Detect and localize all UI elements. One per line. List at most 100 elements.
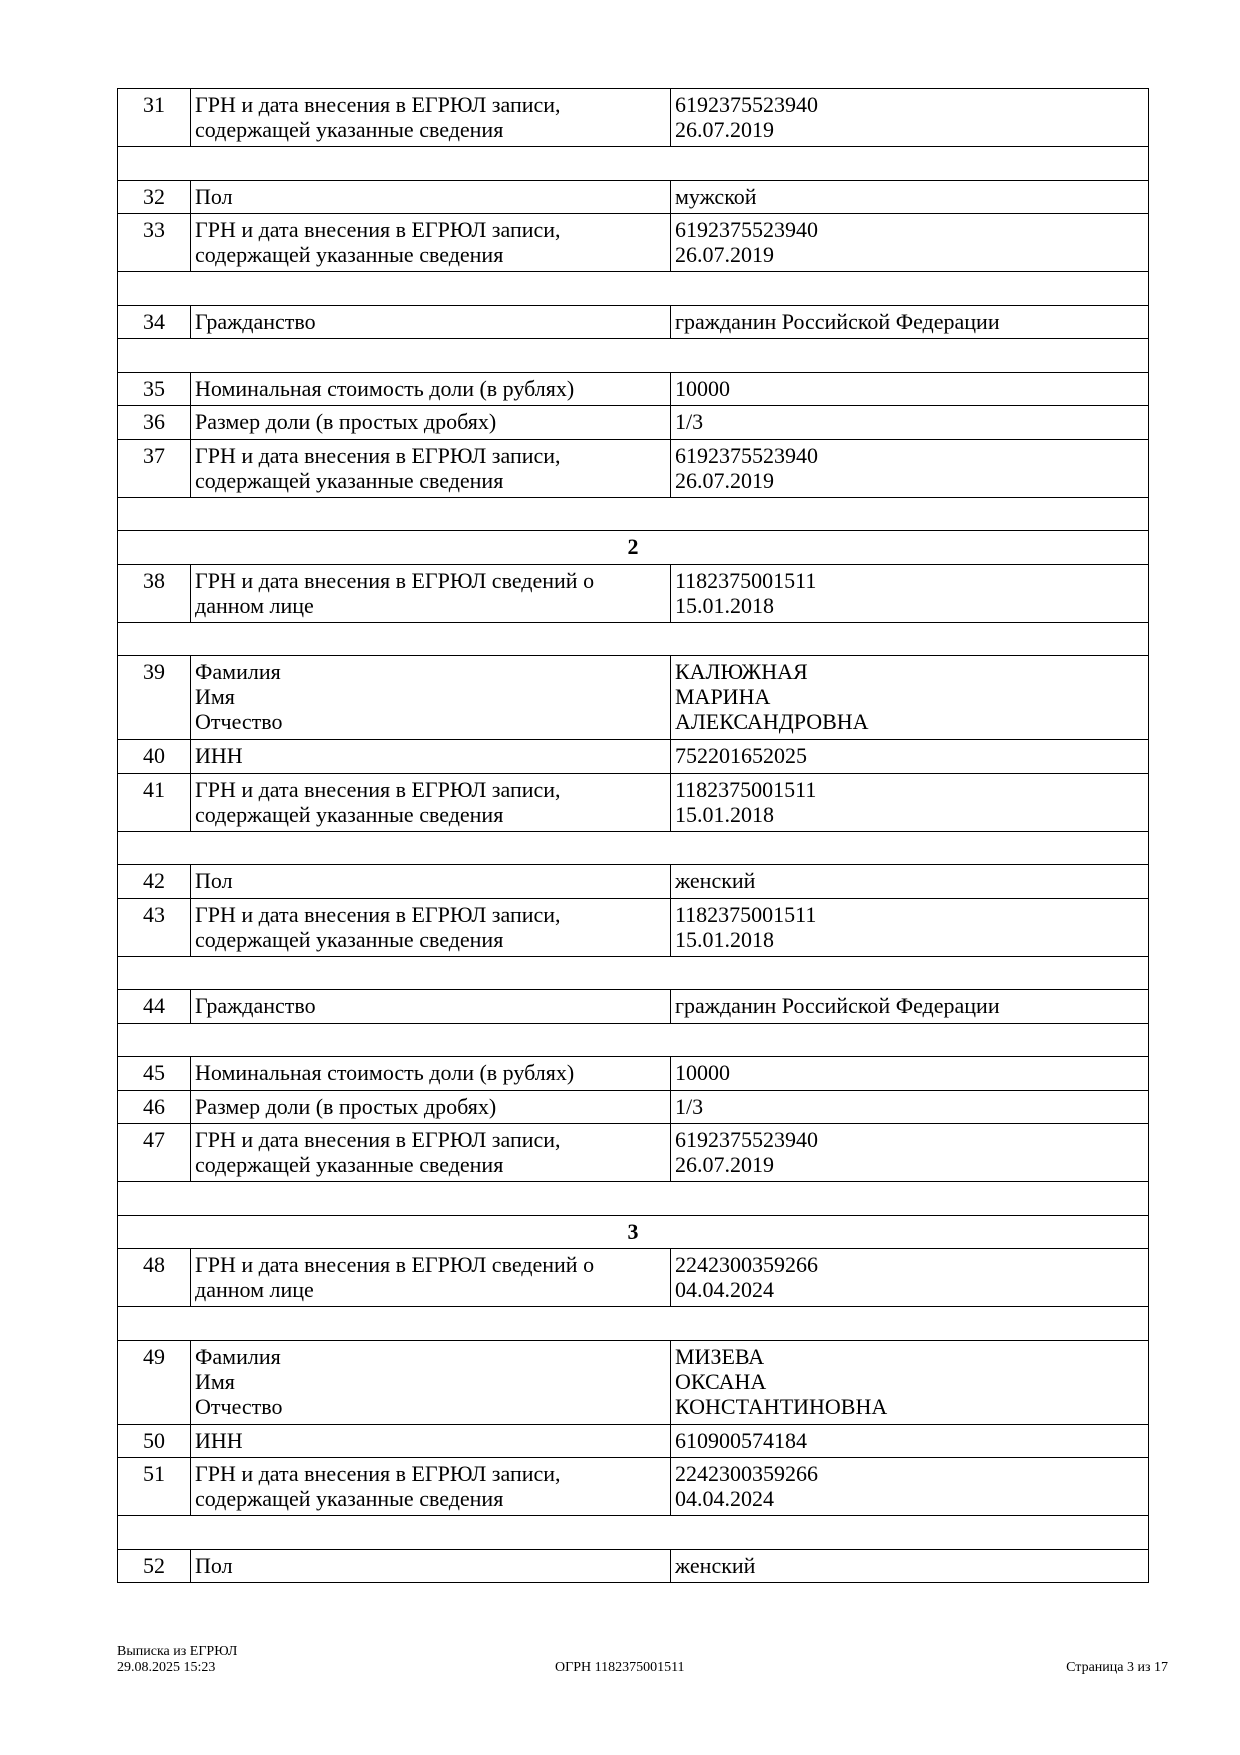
field-label: ГРН и дата внесения в ЕГРЮЛ записи, содер… bbox=[190, 1123, 671, 1182]
field-value-line: МИЗЕВА bbox=[675, 1343, 765, 1369]
field-value-line: 1182375001511 bbox=[675, 567, 817, 593]
field-label-line: Отчество bbox=[195, 1393, 283, 1419]
table-row: 50 ИНН 610900574184 bbox=[117, 1423, 1149, 1458]
table-row: 45 Номинальная стоимость доли (в рублях) 1… bbox=[117, 1056, 1149, 1091]
field-value: 6192375523940 26.07.2019 bbox=[670, 1123, 1149, 1182]
section-number: 3 bbox=[117, 1214, 1149, 1249]
row-number: 49 bbox=[117, 1339, 191, 1425]
field-value-line: 26.07.2019 bbox=[675, 242, 774, 267]
row-number: 48 bbox=[117, 1248, 191, 1307]
field-value: гражданин Российской Федерации bbox=[670, 989, 1149, 1024]
field-value-line: 6192375523940 bbox=[675, 442, 818, 468]
field-value-line: 04.04.2024 bbox=[675, 1486, 774, 1511]
row-number: 36 bbox=[117, 405, 191, 440]
row-number: 33 bbox=[117, 213, 191, 272]
field-label-line: Размер доли (в простых дробях) bbox=[195, 409, 497, 434]
field-label-line: Размер доли (в простых дробях) bbox=[195, 1093, 497, 1119]
field-value: 752201652025 bbox=[670, 739, 1149, 774]
field-value-line: 1182375001511 bbox=[675, 776, 817, 802]
field-value-line: ОКСАНА bbox=[675, 1368, 767, 1394]
field-label-line: содержащей указанные сведения bbox=[195, 801, 504, 827]
field-label: ГРН и дата внесения в ЕГРЮЛ записи, содер… bbox=[190, 88, 671, 147]
field-value-line: 6192375523940 bbox=[675, 92, 818, 117]
section-header-row: 3 bbox=[117, 1214, 1149, 1249]
field-value: 6192375523940 26.07.2019 bbox=[670, 438, 1149, 498]
field-label: ГРН и дата внесения в ЕГРЮЛ записи, содер… bbox=[190, 897, 671, 957]
field-value: МИЗЕВА ОКСАНА КОНСТАНТИНОВНА bbox=[670, 1339, 1149, 1425]
row-number: 47 bbox=[117, 1123, 191, 1182]
field-value: 610900574184 bbox=[670, 1423, 1149, 1458]
section-header-row: 2 bbox=[117, 530, 1149, 565]
footer-page-number: Страница 3 из 17 bbox=[1066, 1660, 1168, 1675]
row-number: 31 bbox=[117, 88, 191, 147]
field-label: ИНН bbox=[190, 739, 671, 774]
row-number: 37 bbox=[117, 438, 191, 498]
field-value-line: 26.07.2019 bbox=[675, 1152, 774, 1177]
field-label-line: ГРН и дата внесения в ЕГРЮЛ записи, bbox=[195, 901, 561, 927]
field-value-line: КАЛЮЖНАЯ bbox=[675, 659, 808, 684]
field-label-line: Гражданство bbox=[195, 308, 316, 334]
field-value-line: 10000 bbox=[675, 375, 730, 401]
empty-cell bbox=[117, 1306, 1149, 1341]
field-label-line: Имя bbox=[195, 684, 235, 709]
field-value: женский bbox=[670, 1548, 1149, 1583]
row-number: 34 bbox=[117, 304, 191, 339]
table-row: 47 ГРН и дата внесения в ЕГРЮЛ записи, сод… bbox=[117, 1123, 1149, 1182]
field-value-line: 2242300359266 bbox=[675, 1252, 818, 1277]
field-label-line: данном лице bbox=[195, 592, 314, 618]
field-label: Фамилия Имя Отчество bbox=[190, 655, 671, 740]
field-label-line: данном лице bbox=[195, 1277, 314, 1302]
table-row: 51 ГРН и дата внесения в ЕГРЮЛ записи, сод… bbox=[117, 1457, 1149, 1516]
empty-cell bbox=[117, 955, 1149, 990]
empty-row bbox=[117, 1515, 1149, 1550]
field-value: 1182375001511 15.01.2018 bbox=[670, 563, 1149, 623]
field-label: ГРН и дата внесения в ЕГРЮЛ записи, содер… bbox=[190, 213, 671, 272]
field-value: 1/3 bbox=[670, 1089, 1149, 1124]
field-label-line: ГРН и дата внесения в ЕГРЮЛ записи, bbox=[195, 217, 561, 242]
field-label-line: ИНН bbox=[195, 1427, 243, 1453]
row-number: 52 bbox=[117, 1548, 191, 1583]
field-value-line: АЛЕКСАНДРОВНА bbox=[675, 709, 869, 734]
field-label-line: содержащей указанные сведения bbox=[195, 117, 504, 142]
field-label-line: Отчество bbox=[195, 709, 283, 734]
footer-left: Выписка из ЕГРЮЛ 29.08.2025 15:23 bbox=[117, 1644, 237, 1676]
footer-doc-title: Выписка из ЕГРЮЛ bbox=[117, 1644, 238, 1659]
field-label: ГРН и дата внесения в ЕГРЮЛ записи, содер… bbox=[190, 772, 671, 832]
table-row: 46 Размер доли (в простых дробях) 1/3 bbox=[117, 1089, 1149, 1124]
table-row: 36 Размер доли (в простых дробях) 1/3 bbox=[117, 405, 1149, 440]
field-value: 2242300359266 04.04.2024 bbox=[670, 1248, 1149, 1307]
row-number: 44 bbox=[117, 989, 191, 1024]
field-label-line: содержащей указанные сведения bbox=[195, 467, 504, 493]
row-number: 43 bbox=[117, 897, 191, 957]
field-label-line: содержащей указанные сведения bbox=[195, 1152, 504, 1177]
field-label: Номинальная стоимость доли (в рублях) bbox=[190, 371, 671, 406]
section-number: 2 bbox=[117, 530, 1149, 565]
field-label-line: Имя bbox=[195, 1368, 235, 1394]
field-value: гражданин Российской Федерации bbox=[670, 304, 1149, 339]
field-value: женский bbox=[670, 864, 1149, 899]
row-number: 39 bbox=[117, 655, 191, 740]
table-row: 33 ГРН и дата внесения в ЕГРЮЛ записи, сод… bbox=[117, 213, 1149, 272]
table-row: 48 ГРН и дата внесения в ЕГРЮЛ сведений о… bbox=[117, 1248, 1149, 1307]
field-label-line: Пол bbox=[195, 183, 233, 209]
empty-row bbox=[117, 338, 1149, 373]
table-row: 37 ГРН и дата внесения в ЕГРЮЛ записи, сод… bbox=[117, 438, 1149, 498]
empty-row bbox=[117, 1306, 1149, 1341]
field-label-line: Номинальная стоимость доли (в рублях) bbox=[195, 375, 575, 401]
field-label: ГРН и дата внесения в ЕГРЮЛ записи, содер… bbox=[190, 1457, 671, 1516]
field-label: Номинальная стоимость доли (в рублях) bbox=[190, 1056, 671, 1091]
empty-row bbox=[117, 1181, 1149, 1216]
field-label: Фамилия Имя Отчество bbox=[190, 1339, 671, 1425]
table-row: 35 Номинальная стоимость доли (в рублях) 1… bbox=[117, 371, 1149, 406]
field-value-line: КОНСТАНТИНОВНА bbox=[675, 1393, 888, 1419]
empty-row bbox=[117, 496, 1149, 531]
field-value-line: женский bbox=[675, 868, 756, 893]
table-row: 52 Пол женский bbox=[117, 1548, 1149, 1583]
field-label: ИНН bbox=[190, 1423, 671, 1458]
field-label: Пол bbox=[190, 1548, 671, 1583]
field-label-line: Фамилия bbox=[195, 659, 281, 684]
field-value-line: 26.07.2019 bbox=[675, 117, 774, 142]
table-row: 32 Пол мужской bbox=[117, 179, 1149, 214]
empty-row bbox=[117, 621, 1149, 656]
field-label-line: ГРН и дата внесения в ЕГРЮЛ записи, bbox=[195, 1461, 561, 1486]
